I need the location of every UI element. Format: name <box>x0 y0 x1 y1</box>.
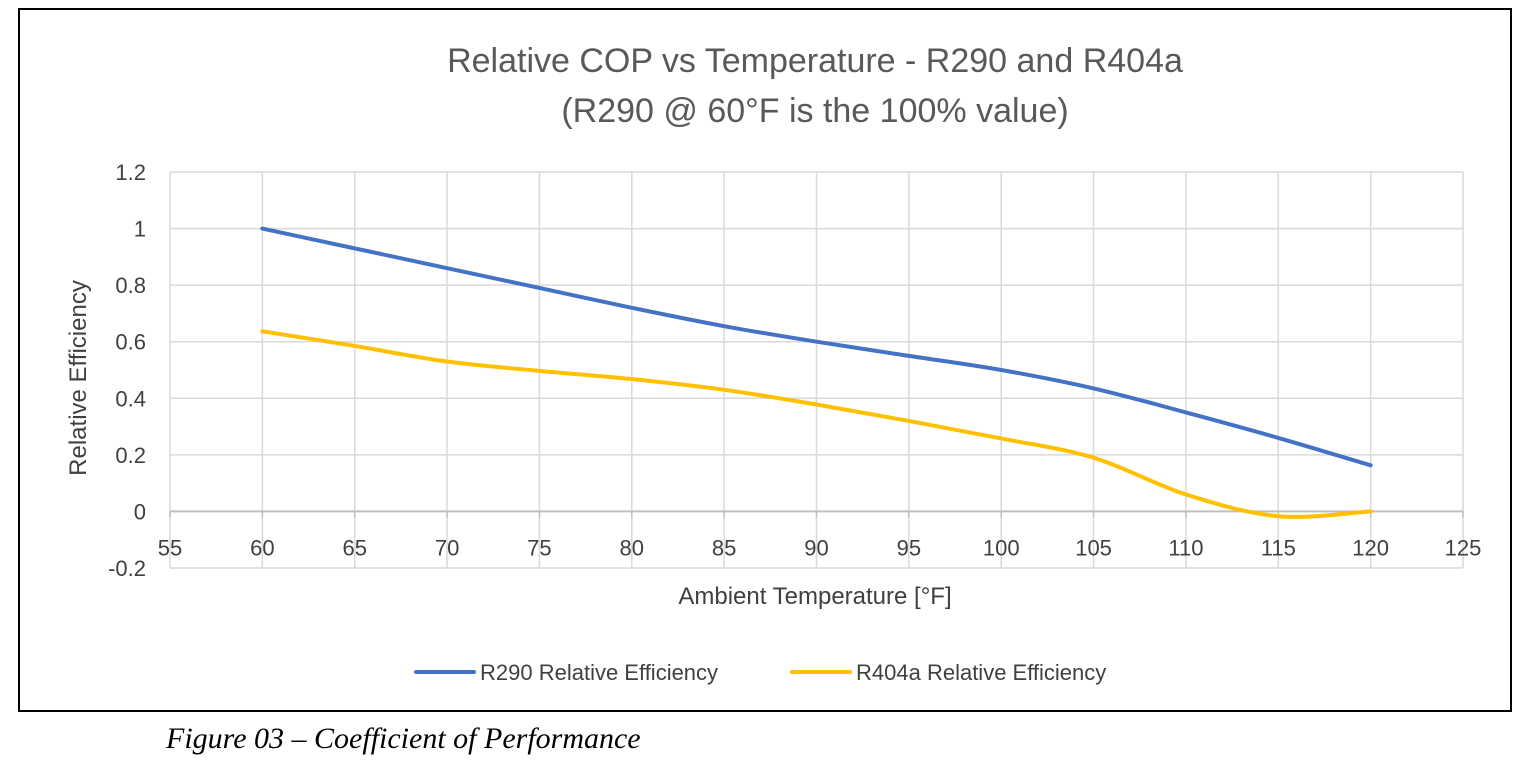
y-tick-label: 0.4 <box>115 386 146 411</box>
axes: -0.2 0 0.2 0.4 0.6 0.8 1 1.2 55 60 65 70 75 80 85 90 95 1… <box>108 160 1481 581</box>
series <box>260 226 1373 519</box>
chart-subtitle: (R290 @ 60°F is the 100% value) <box>561 92 1068 130</box>
y-tick-label: 1 <box>134 217 146 242</box>
chart-title: Relative COP vs Temperature - R290 and R… <box>447 42 1183 130</box>
x-tick-label: 105 <box>1075 535 1112 560</box>
x-tick-label: 95 <box>897 535 921 560</box>
chart: Relative COP vs Temperature - R290 and R… <box>65 42 1481 685</box>
x-tick-label: 85 <box>712 535 736 560</box>
y-tick-label: 0.6 <box>115 330 146 355</box>
x-tick-label: 90 <box>804 535 828 560</box>
chart-frame: Relative COP vs Temperature - R290 and R… <box>18 8 1512 712</box>
x-axis-title: Ambient Temperature [°F] <box>678 583 951 610</box>
x-tick-label: 100 <box>983 535 1020 560</box>
figure-caption: Figure 03 – Coefficient of Performance <box>166 722 641 755</box>
x-tick-label: 65 <box>342 535 366 560</box>
legend: R290 Relative Efficiency R404a Relative E… <box>414 660 1106 685</box>
x-tick-label: 60 <box>250 535 274 560</box>
legend-label: R290 Relative Efficiency <box>480 660 718 685</box>
y-tick-label: -0.2 <box>108 556 146 581</box>
x-tick-label: 70 <box>435 535 459 560</box>
y-tick-label: 0 <box>134 499 146 524</box>
x-tick-label: 55 <box>158 535 182 560</box>
x-tick-label: 80 <box>620 535 644 560</box>
legend-label: R404a Relative Efficiency <box>856 660 1106 685</box>
series-line-r290 <box>260 226 1373 468</box>
y-tick-label: 0.2 <box>115 443 146 468</box>
x-tick-label: 110 <box>1168 535 1203 560</box>
grid <box>169 171 1464 569</box>
x-tick-label: 120 <box>1352 535 1389 560</box>
x-tick-label: 115 <box>1261 535 1296 560</box>
y-tick-label: 0.8 <box>115 273 146 298</box>
x-tick-label: 125 <box>1445 535 1482 560</box>
series-line-r404a <box>260 329 1373 519</box>
y-axis-title: Relative Efficiency <box>65 280 92 476</box>
chart-title-line-1: Relative COP vs Temperature - R290 and R… <box>447 42 1183 80</box>
x-tick-label: 75 <box>527 535 551 560</box>
y-tick-label: 1.2 <box>115 160 146 185</box>
